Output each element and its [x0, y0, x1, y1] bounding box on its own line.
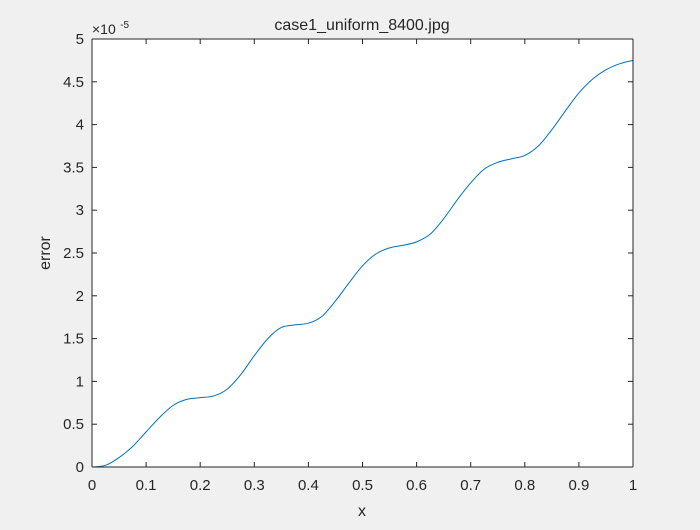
x-tick-label: 0.3 — [244, 477, 265, 494]
y-tick-label: 0 — [76, 459, 84, 476]
x-tick-label: 0.9 — [568, 477, 589, 494]
y-tick-label: 2 — [76, 288, 84, 305]
ticks-layer: 0 0.1 0.2 0.3 0.4 0.5 0.6 0.7 0.8 0.9 1 0 0.5 1 1.5 2 2.… — [63, 31, 637, 494]
x-tick-label: 0.2 — [190, 477, 211, 494]
y-tick-label: 5 — [76, 31, 84, 48]
y-exponent-label: ×10 -5 — [92, 20, 130, 38]
y-exponent-power: -5 — [120, 20, 129, 31]
y-axis-label: error — [37, 235, 54, 269]
x-tick-label: 0.4 — [298, 477, 319, 494]
x-tick-label: 0.5 — [352, 477, 373, 494]
y-tick-label: 4.5 — [63, 74, 84, 91]
x-tick-label: 0.1 — [136, 477, 157, 494]
series-layer — [91, 59, 634, 468]
y-tick-label: 0.5 — [63, 416, 84, 433]
x-axis-label: x — [358, 503, 366, 520]
chart-title: case1_uniform_8400.jpg — [274, 17, 449, 34]
y-tick-label: 4 — [76, 117, 84, 134]
y-tick-label: 3.5 — [63, 159, 84, 176]
series-line-0 — [91, 59, 634, 468]
y-tick-label: 1 — [76, 373, 84, 390]
y-tick-label: 3 — [76, 202, 84, 219]
x-tick-label: 0.7 — [460, 477, 481, 494]
y-tick-label: 1.5 — [63, 331, 84, 348]
x-tick-label: 0.8 — [514, 477, 535, 494]
y-exponent-prefix: ×10 — [92, 21, 116, 37]
x-tick-label: 0 — [88, 477, 96, 494]
plot-area — [92, 39, 633, 467]
x-tick-label: 0.6 — [406, 477, 427, 494]
x-tick-label: 1 — [629, 477, 637, 494]
y-tick-label: 2.5 — [63, 245, 84, 262]
